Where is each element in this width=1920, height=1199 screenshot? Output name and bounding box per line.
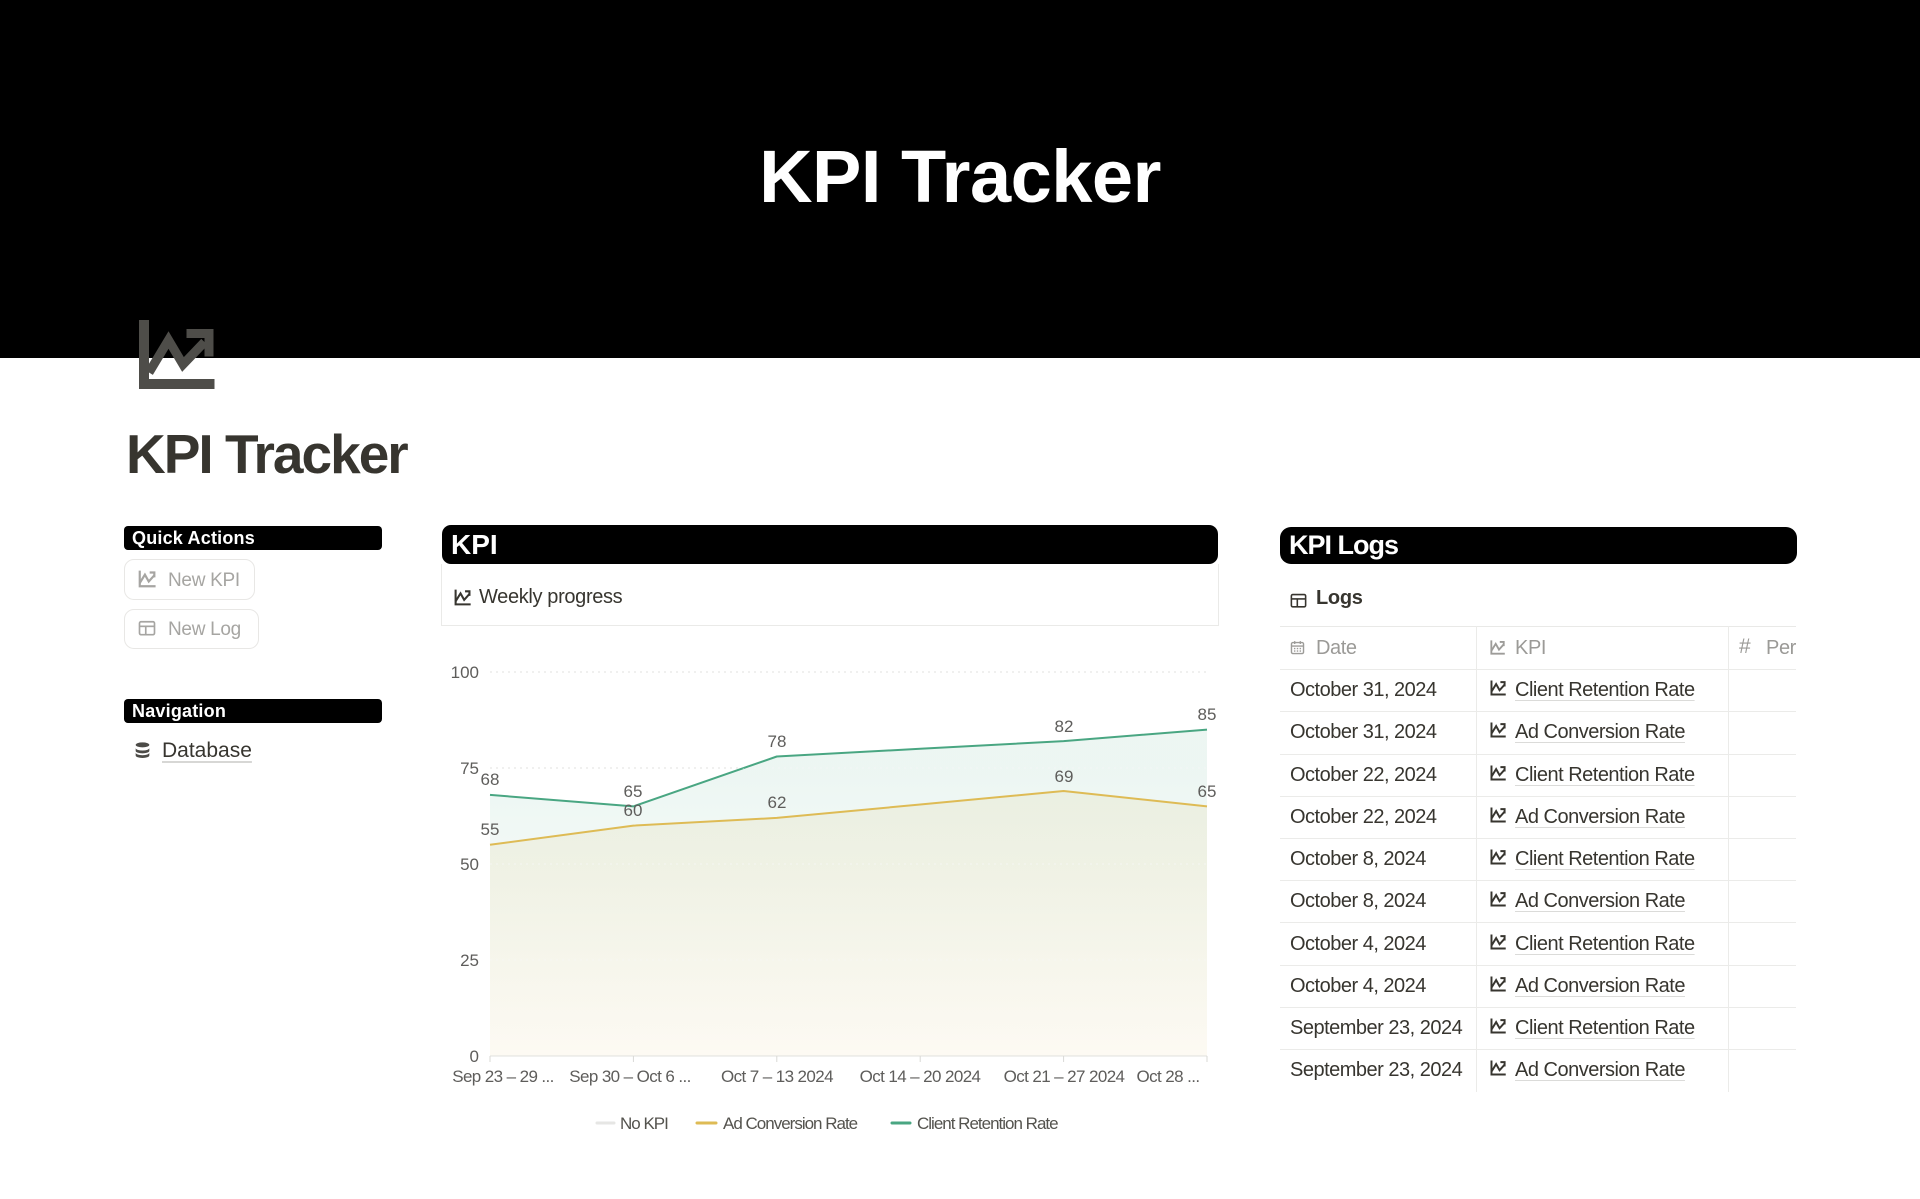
svg-text:55: 55 bbox=[481, 820, 500, 839]
svg-text:25: 25 bbox=[460, 951, 479, 970]
svg-text:Oct 7 – 13 2024: Oct 7 – 13 2024 bbox=[721, 1067, 833, 1086]
svg-text:No KPI: No KPI bbox=[620, 1114, 668, 1133]
svg-text:50: 50 bbox=[460, 855, 479, 874]
svg-text:62: 62 bbox=[768, 793, 787, 812]
svg-text:Sep 23 – 29 ...: Sep 23 – 29 ... bbox=[452, 1067, 554, 1086]
svg-text:Oct 14 – 20 2024: Oct 14 – 20 2024 bbox=[860, 1067, 981, 1086]
svg-text:82: 82 bbox=[1055, 717, 1074, 736]
svg-text:85: 85 bbox=[1198, 705, 1217, 724]
svg-text:65: 65 bbox=[1198, 782, 1217, 801]
svg-text:68: 68 bbox=[481, 770, 500, 789]
svg-text:69: 69 bbox=[1055, 767, 1074, 786]
svg-text:100: 100 bbox=[451, 663, 479, 682]
svg-text:75: 75 bbox=[460, 759, 479, 778]
svg-text:Client Retention Rate: Client Retention Rate bbox=[917, 1114, 1058, 1133]
svg-text:65: 65 bbox=[624, 782, 643, 801]
svg-text:Oct 21 – 27 2024: Oct 21 – 27 2024 bbox=[1004, 1067, 1125, 1086]
svg-text:78: 78 bbox=[768, 732, 787, 751]
svg-text:60: 60 bbox=[624, 801, 643, 820]
svg-text:Ad Conversion Rate: Ad Conversion Rate bbox=[723, 1114, 858, 1133]
svg-text:Sep 30 – Oct 6 ...: Sep 30 – Oct 6 ... bbox=[569, 1067, 691, 1086]
svg-text:Oct 28 ...: Oct 28 ... bbox=[1137, 1067, 1200, 1086]
svg-text:0: 0 bbox=[470, 1047, 479, 1066]
